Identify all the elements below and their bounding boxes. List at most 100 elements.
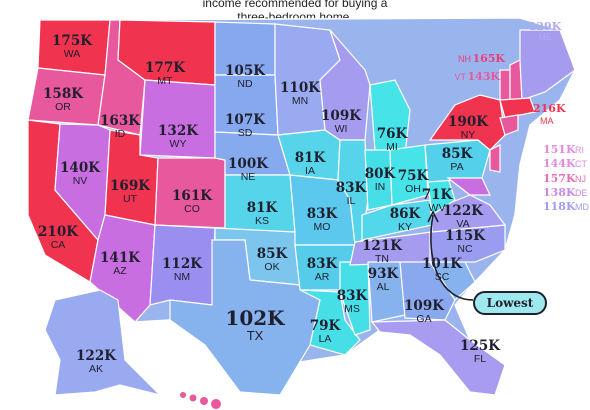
code-NV: NV — [73, 175, 88, 187]
state-CT[interactable] — [499, 114, 519, 136]
code-IL: IL — [347, 195, 356, 207]
code-NE: NE — [241, 171, 256, 183]
code-AR: AR — [315, 271, 330, 283]
state-MI[interactable] — [369, 79, 411, 156]
value-IN: 80K — [365, 166, 397, 182]
value-ME: 129K — [529, 20, 562, 33]
value-SD: 107K — [225, 112, 266, 128]
value-MS: 83K — [337, 288, 369, 304]
code-AZ: AZ — [113, 265, 127, 277]
value-KY: 86K — [390, 206, 422, 222]
code-MN: MN — [292, 95, 308, 107]
code-ND: ND — [237, 78, 253, 90]
state-OH[interactable] — [389, 144, 429, 206]
value-NE: 100K — [228, 156, 269, 172]
value-AZ: 141K — [100, 250, 141, 266]
value-GA: 109K — [404, 298, 445, 314]
state-NJ[interactable] — [489, 144, 501, 173]
value-UT: 169K — [110, 178, 151, 194]
code-WY: WY — [170, 138, 187, 150]
value-SC: 101K — [422, 256, 463, 272]
code-MO: MO — [314, 221, 331, 233]
code-PA: PA — [450, 161, 463, 173]
lowest-arrowhead — [427, 210, 439, 223]
code-MD: MD — [575, 202, 589, 212]
value-WY: 132K — [158, 123, 199, 139]
code-WV: WV — [429, 202, 446, 214]
value-CT: 144K — [543, 157, 576, 170]
value-TX: 102K — [225, 306, 285, 330]
value-TN: 121K — [362, 238, 403, 254]
value-NY: 190K — [448, 114, 489, 130]
value-OR: 158K — [43, 86, 84, 102]
value-NM: 112K — [162, 256, 203, 272]
value-MD: 118K — [543, 200, 576, 213]
code-AL: AL — [377, 281, 390, 293]
value-ID: 163K — [100, 113, 141, 129]
code-IA: IA — [305, 165, 315, 177]
value-WV: 71K — [422, 187, 454, 203]
code-CT: CT — [575, 159, 587, 169]
lowest-arrow — [430, 214, 474, 301]
code-LA: LA — [319, 333, 332, 345]
value-VA: 122K — [443, 203, 484, 219]
value-MA: 216K — [533, 102, 566, 115]
code-NY: NY — [461, 129, 476, 141]
code-OK: OK — [264, 261, 279, 273]
state-PA[interactable] — [424, 139, 491, 183]
value-NH: 165K — [472, 52, 505, 65]
code-NC: NC — [457, 243, 473, 255]
value-AL: 93K — [368, 266, 400, 282]
value-MN: 110K — [280, 80, 321, 96]
code-KS: KS — [255, 215, 269, 227]
code-GA: GA — [416, 313, 431, 325]
code-AK: AK — [89, 363, 103, 375]
state-ME[interactable] — [519, 29, 576, 101]
code-DE: DE — [575, 188, 588, 198]
value-WI: 109K — [321, 108, 362, 124]
code-ID: ID — [115, 128, 126, 140]
value-CA: 210K — [38, 224, 79, 240]
caption-line-1: income recommended for buying a — [202, 0, 388, 10]
value-OH: 75K — [398, 168, 430, 184]
code-WI: WI — [335, 123, 348, 135]
code-CA: CA — [51, 239, 66, 251]
value-MO: 83K — [307, 206, 339, 222]
value-ND: 105K — [225, 63, 266, 79]
state-FL[interactable] — [370, 319, 506, 396]
value-VT: 143K — [467, 70, 500, 83]
code-NH: NH — [458, 54, 471, 64]
value-RI: 151K — [543, 143, 576, 156]
state-LA[interactable] — [299, 289, 361, 356]
value-NV: 140K — [60, 160, 101, 176]
value-OK: 85K — [257, 246, 289, 262]
code-SD: SD — [238, 127, 253, 139]
state-TX[interactable] — [169, 239, 321, 396]
code-TN: TN — [375, 253, 389, 265]
state-VT[interactable] — [499, 69, 511, 101]
code-IN: IN — [375, 181, 386, 193]
code-VT: VT — [454, 72, 466, 82]
code-FL: FL — [474, 353, 486, 365]
state-GA[interactable] — [399, 261, 456, 321]
state-KY[interactable] — [361, 199, 433, 241]
value-IL: 83K — [336, 180, 368, 196]
value-AR: 83K — [307, 256, 339, 272]
code-NM: NM — [174, 271, 190, 283]
code-RI: RI — [575, 145, 584, 155]
code-CO: CO — [184, 203, 200, 215]
code-OR: OR — [55, 101, 71, 113]
value-NJ: 157K — [543, 172, 576, 185]
code-MS: MS — [344, 303, 360, 315]
state-AK[interactable] — [44, 289, 162, 397]
state-MA[interactable] — [499, 97, 536, 119]
value-CO: 161K — [172, 188, 213, 204]
state-MD[interactable] — [446, 177, 491, 196]
value-DE: 138K — [543, 186, 576, 199]
value-AK: 122K — [76, 348, 117, 364]
code-VA: VA — [456, 218, 469, 230]
value-MT: 177K — [145, 60, 186, 76]
